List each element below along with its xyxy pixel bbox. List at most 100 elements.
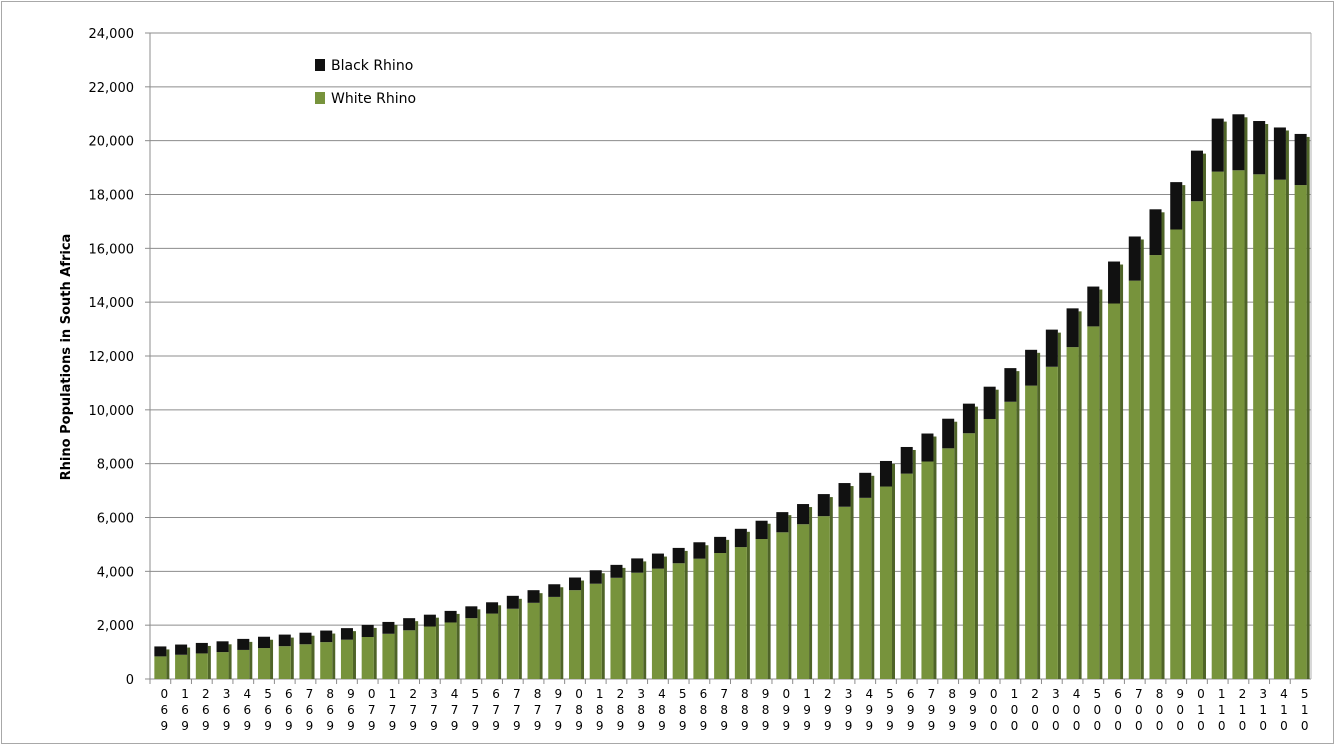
y-tick-label: 10,000 xyxy=(89,404,135,419)
bar-shadow xyxy=(498,605,502,679)
bar-white-rhino-1967 xyxy=(299,644,312,679)
bar-white-rhino-2014 xyxy=(1273,179,1286,679)
bar-white-rhino-1975 xyxy=(465,618,478,679)
bar-shadow xyxy=(1265,124,1269,679)
gridlines xyxy=(150,32,1311,626)
bar-white-rhino-1991 xyxy=(797,524,810,679)
bar-black-rhino-1985 xyxy=(672,547,685,564)
bar-black-rhino-2010 xyxy=(1190,150,1203,202)
bar-shadow xyxy=(270,639,274,679)
bar-black-rhino-1982 xyxy=(610,564,623,578)
legend-swatch-white-rhino xyxy=(315,92,325,104)
bar-shadow xyxy=(518,598,522,679)
bar-black-rhino-2008 xyxy=(1149,209,1162,256)
bar-shadow xyxy=(1223,121,1227,680)
bar-white-rhino-2000 xyxy=(983,418,996,679)
legend-swatch-black-rhino xyxy=(315,59,325,71)
bar-shadow xyxy=(850,486,854,679)
bar-black-rhino-2000 xyxy=(983,386,996,419)
bar-shadow xyxy=(912,449,916,679)
bar-shadow xyxy=(1182,185,1186,679)
bar-shadow xyxy=(477,609,481,679)
bar-black-rhino-2009 xyxy=(1170,182,1183,230)
bar-black-rhino-1987 xyxy=(714,536,727,554)
bar-shadow xyxy=(1244,117,1248,679)
bar-shadow xyxy=(456,613,460,679)
bar-shadow xyxy=(290,637,294,679)
bar-black-rhino-1997 xyxy=(921,433,934,462)
bar-shadow xyxy=(207,645,211,679)
bar-shadow xyxy=(663,556,667,679)
bar-black-rhino-1981 xyxy=(589,570,602,584)
bar-black-rhino-1991 xyxy=(797,504,810,525)
bar-black-rhino-1984 xyxy=(651,553,664,569)
bar-shadow xyxy=(767,523,771,679)
bar-white-rhino-1999 xyxy=(962,433,975,679)
bar-white-rhino-1972 xyxy=(403,630,416,679)
bar-white-rhino-1973 xyxy=(423,626,436,679)
bar-white-rhino-2002 xyxy=(1025,385,1038,679)
bar-white-rhino-1980 xyxy=(568,590,582,679)
bar-black-rhino-1977 xyxy=(506,595,519,609)
bar-white-rhino-1987 xyxy=(714,553,727,679)
bar-shadow xyxy=(1306,136,1310,679)
bar-black-rhino-1962 xyxy=(195,642,208,654)
bar-black-rhino-2002 xyxy=(1025,349,1038,386)
bar-shadow xyxy=(332,633,336,679)
bar-white-rhino-1962 xyxy=(195,653,208,679)
bar-shadow xyxy=(746,531,750,679)
bar-white-rhino-1981 xyxy=(589,583,602,679)
bar-white-rhino-1965 xyxy=(258,648,271,679)
bar-white-rhino-1986 xyxy=(693,558,706,679)
bar-white-rhino-1977 xyxy=(506,608,519,679)
bar-black-rhino-1974 xyxy=(444,610,457,623)
bar-black-rhino-1993 xyxy=(838,483,851,507)
bar-black-rhino-2005 xyxy=(1087,286,1100,327)
bar-white-rhino-1976 xyxy=(486,613,499,679)
bar-shadow xyxy=(1161,212,1165,679)
bar-shadow xyxy=(809,507,813,679)
y-tick-label: 16,000 xyxy=(89,242,135,257)
bar-white-rhino-1985 xyxy=(672,563,685,679)
bar-white-rhino-1989 xyxy=(755,539,768,679)
bar-black-rhino-1972 xyxy=(403,618,416,631)
bar-white-rhino-1966 xyxy=(278,646,291,679)
bar-white-rhino-1964 xyxy=(237,649,250,679)
bar-black-rhino-1961 xyxy=(175,644,188,655)
bar-white-rhino-1968 xyxy=(320,642,333,679)
bar-shadow xyxy=(892,463,896,679)
bar-white-rhino-2005 xyxy=(1087,326,1100,679)
bar-shadow xyxy=(1099,289,1103,679)
bar-black-rhino-2003 xyxy=(1045,329,1058,367)
bar-black-rhino-2015 xyxy=(1294,133,1307,186)
bar-white-rhino-1984 xyxy=(651,568,664,679)
bar-white-rhino-1979 xyxy=(548,596,561,679)
bar-white-rhino-1961 xyxy=(175,654,188,679)
legend-label-white-rhino: White Rhino xyxy=(331,91,416,107)
bar-shadow xyxy=(311,635,315,679)
bar-shadow xyxy=(601,573,605,679)
